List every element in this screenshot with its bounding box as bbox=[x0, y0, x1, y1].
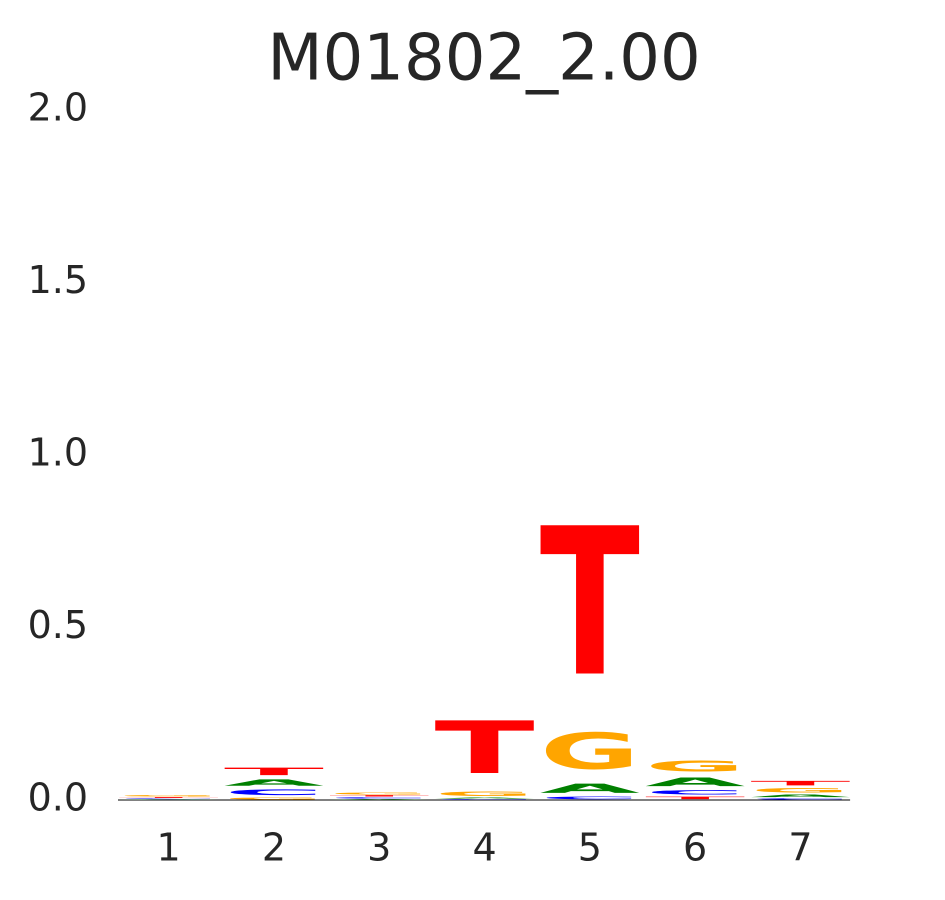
letter-group: G bbox=[435, 790, 535, 797]
letter-group: A bbox=[119, 799, 219, 800]
letter: C bbox=[435, 799, 535, 800]
letter: G bbox=[435, 790, 535, 797]
x-tick-label: 4 bbox=[472, 826, 496, 870]
letter: A bbox=[750, 794, 850, 798]
letter: G bbox=[540, 723, 640, 781]
y-tick-label: 1.5 bbox=[28, 258, 88, 302]
letter-group: G bbox=[645, 758, 745, 775]
chart-title: M01802_2.00 bbox=[267, 22, 700, 96]
letter: C bbox=[329, 797, 429, 799]
letter: T bbox=[435, 707, 535, 791]
letter-group: T bbox=[224, 766, 324, 778]
letter-group: C bbox=[750, 798, 850, 800]
letter-group: A bbox=[329, 799, 429, 800]
letter-group: A bbox=[435, 797, 535, 799]
letter: T bbox=[750, 780, 850, 787]
letter-group: A bbox=[645, 775, 745, 789]
letter-group: C bbox=[119, 798, 219, 799]
letter-group: C bbox=[435, 799, 535, 800]
letter: T bbox=[119, 797, 219, 798]
letter-group: G bbox=[119, 795, 219, 797]
letter: G bbox=[119, 795, 219, 797]
x-tick-label: 5 bbox=[578, 826, 602, 870]
letter-group: T bbox=[329, 795, 429, 797]
letter: C bbox=[224, 788, 324, 797]
letter: A bbox=[119, 799, 219, 800]
letter: C bbox=[645, 789, 745, 796]
letter-group: C bbox=[329, 797, 429, 799]
letter: T bbox=[224, 766, 324, 778]
letter-group: T bbox=[750, 780, 850, 787]
letter: A bbox=[435, 797, 535, 799]
letter: G bbox=[224, 797, 324, 800]
x-tick-label: 2 bbox=[262, 826, 286, 870]
letter-group: G bbox=[329, 792, 429, 795]
letter: A bbox=[540, 781, 640, 796]
y-tick-label: 0.5 bbox=[28, 603, 88, 647]
letter: A bbox=[224, 778, 324, 788]
letter: C bbox=[119, 798, 219, 799]
letter: C bbox=[750, 798, 850, 800]
letter-group: G bbox=[540, 723, 640, 781]
letter-group: A bbox=[750, 794, 850, 798]
letter-group: G bbox=[224, 797, 324, 800]
letter: G bbox=[329, 792, 429, 795]
letter-group: C bbox=[224, 788, 324, 797]
letter-group: T bbox=[645, 796, 745, 800]
letter-group: A bbox=[224, 778, 324, 788]
y-tick-label: 1.0 bbox=[28, 431, 88, 475]
x-tick-label: 1 bbox=[157, 826, 181, 870]
letter: G bbox=[645, 758, 745, 775]
letter-group: C bbox=[645, 789, 745, 796]
letter: T bbox=[540, 484, 640, 721]
letter: A bbox=[329, 799, 429, 800]
letter-group: T bbox=[540, 484, 640, 721]
letter: T bbox=[645, 796, 745, 800]
x-tick-label: 6 bbox=[683, 826, 707, 870]
y-tick-label: 2.0 bbox=[28, 86, 88, 130]
letter-group: A bbox=[540, 781, 640, 796]
letter-group: T bbox=[435, 707, 535, 791]
letter: C bbox=[540, 796, 640, 800]
letter: G bbox=[750, 787, 850, 794]
letter: A bbox=[645, 775, 745, 789]
letter-group: T bbox=[119, 797, 219, 798]
x-tick-label: 7 bbox=[788, 826, 812, 870]
x-tick-label: 3 bbox=[367, 826, 391, 870]
y-tick-label: 0.0 bbox=[28, 776, 88, 820]
letter: T bbox=[329, 795, 429, 797]
letter-group: C bbox=[540, 796, 640, 800]
letter-group: G bbox=[750, 787, 850, 794]
